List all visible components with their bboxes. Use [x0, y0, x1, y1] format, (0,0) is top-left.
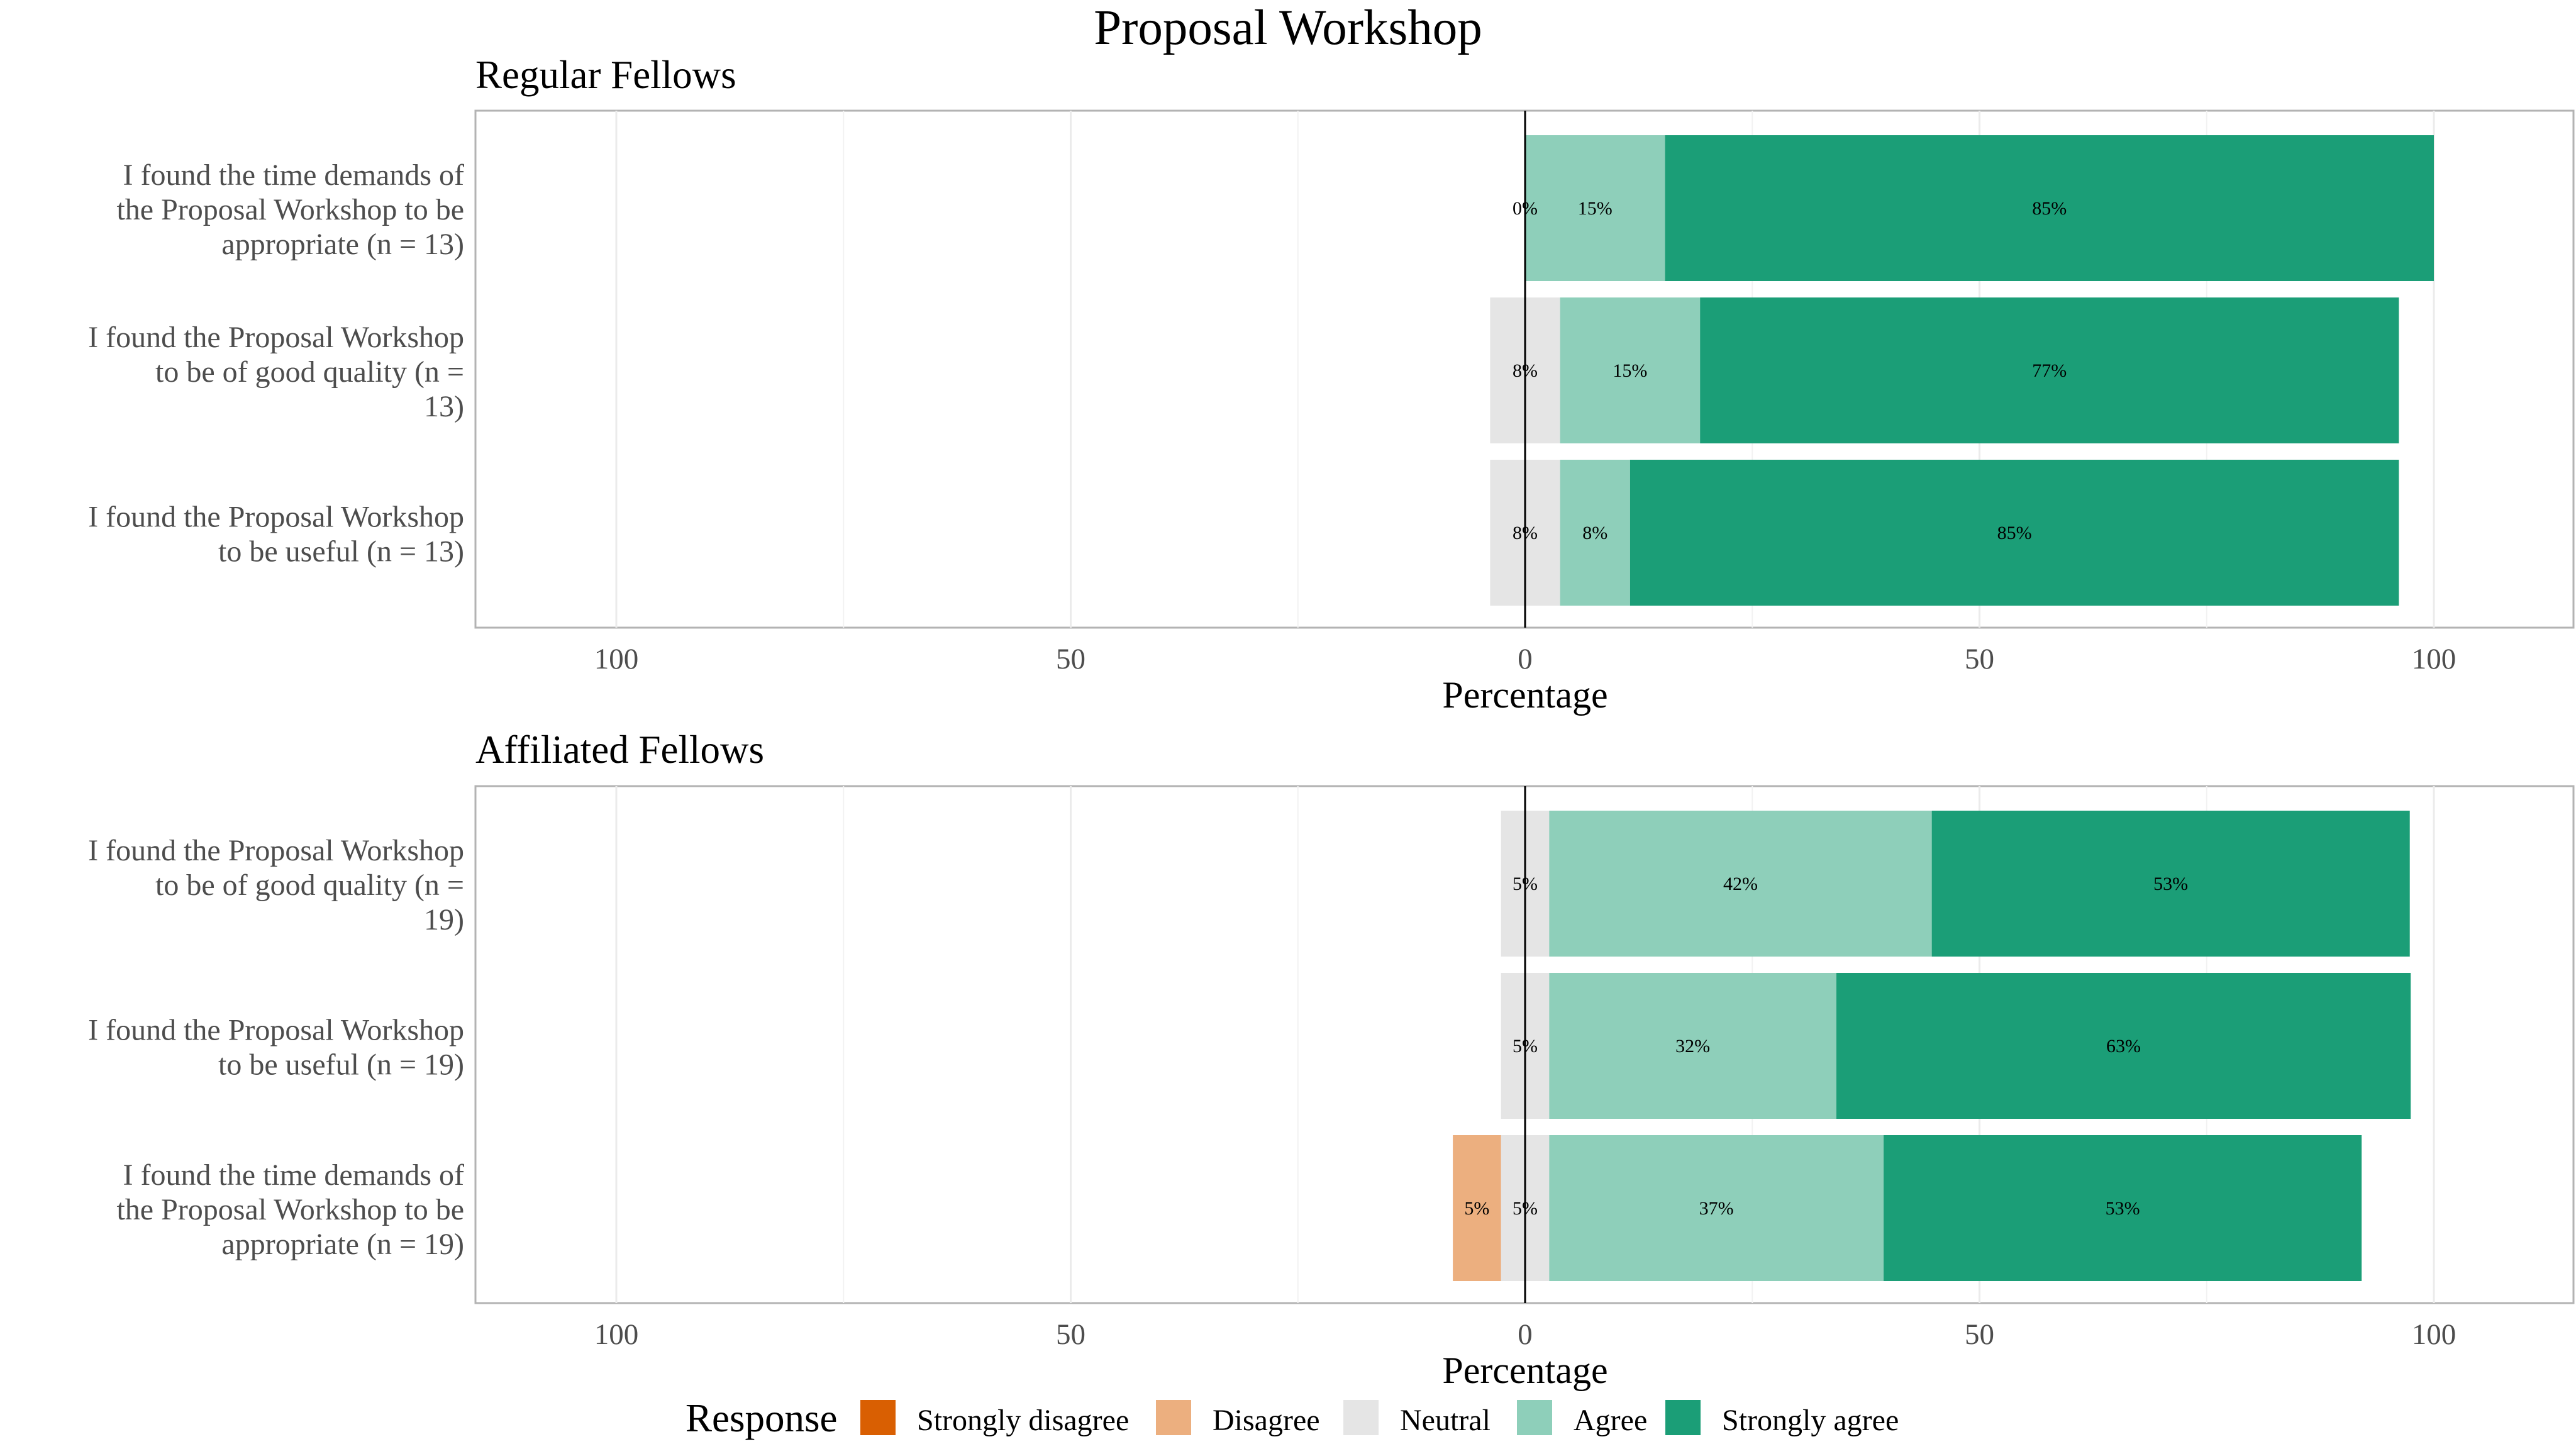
- data-label-strongly-agree: 53%: [2153, 874, 2188, 894]
- x-tick-label: 100: [594, 1318, 639, 1351]
- category-label: I found the Proposal Workshop to be of go…: [88, 321, 464, 423]
- x-tick-label: 0: [1518, 643, 1533, 675]
- legend-label: Strongly disagree: [917, 1404, 1129, 1437]
- legend-item-neutral: Neutral: [1343, 1400, 1491, 1437]
- bar-strongly-agree: [1700, 297, 2399, 443]
- x-tick-label: 50: [1965, 1318, 1994, 1351]
- category-label: I found the time demands of the Proposal …: [116, 1158, 464, 1261]
- bar-strongly-agree: [1884, 1135, 2362, 1281]
- bar-disagree: [1453, 1135, 1501, 1281]
- x-tick-label: 100: [2412, 1318, 2457, 1351]
- category-label: I found the Proposal Workshop to be of go…: [88, 834, 464, 936]
- legend-label: Agree: [1574, 1404, 1647, 1437]
- legend-swatch: [860, 1400, 896, 1435]
- data-label-agree: 37%: [1699, 1198, 1734, 1219]
- panel-title-regular-fellows: Regular Fellows: [475, 53, 736, 97]
- bar-strongly-agree: [1665, 135, 2434, 281]
- data-label-strongly-agree: 63%: [2106, 1036, 2141, 1057]
- data-label-agree: 32%: [1675, 1036, 1710, 1057]
- legend-item-strongly-disagree: Strongly disagree: [860, 1400, 1129, 1437]
- x-tick-label: 0: [1518, 1318, 1533, 1351]
- bar-strongly-agree: [1931, 811, 2410, 957]
- legend-swatch: [1343, 1400, 1379, 1435]
- x-axis-title: Percentage: [1442, 674, 1607, 716]
- legend-swatch: [1517, 1400, 1552, 1435]
- bar-agree: [1549, 973, 1836, 1119]
- data-label-strongly-agree: 77%: [2032, 360, 2067, 381]
- x-tick-label: 100: [594, 643, 639, 675]
- bar-row-3: 5%5% 37% 53%: [1453, 1135, 2362, 1281]
- bar-agree: [1560, 297, 1701, 443]
- category-label: I found the Proposal Workshop to be usefu…: [88, 501, 464, 569]
- bar-row-2: 8% 15% 77%: [1490, 297, 2399, 443]
- data-label-strongly-agree: 53%: [2106, 1198, 2140, 1219]
- bar-agree: [1560, 460, 1630, 606]
- legend-item-disagree: Disagree: [1156, 1400, 1320, 1437]
- legend-label: Neutral: [1400, 1404, 1491, 1437]
- category-label: I found the time demands of the Proposal …: [116, 158, 464, 261]
- bar-agree: [1525, 135, 1665, 281]
- data-label-agree: 15%: [1578, 198, 1613, 219]
- x-tick-label: 100: [2412, 643, 2457, 675]
- chart-legend: Response Strongly disagree Disagree Neutral…: [686, 1396, 1899, 1440]
- data-label-strongly-agree: 85%: [2032, 198, 2067, 219]
- legend-title: Response: [686, 1396, 837, 1440]
- legend-label: Strongly agree: [1722, 1404, 1899, 1437]
- data-label-disagree: 5%: [1464, 1198, 1489, 1219]
- panel-title-affiliated-fellows: Affiliated Fellows: [475, 728, 765, 772]
- legend-item-agree: Agree: [1517, 1400, 1647, 1437]
- x-tick-label: 50: [1965, 643, 1994, 675]
- legend-item-strongly-agree: Strongly agree: [1665, 1400, 1899, 1437]
- legend-swatch: [1156, 1400, 1191, 1435]
- legend-swatch: [1665, 1400, 1701, 1435]
- x-axis-title: Percentage: [1442, 1350, 1607, 1391]
- bar-row-3: 8% 8% 85%: [1490, 460, 2399, 606]
- bar-agree: [1549, 811, 1932, 957]
- legend-label: Disagree: [1213, 1404, 1320, 1437]
- data-label-agree: 15%: [1613, 360, 1647, 381]
- x-tick-label: 50: [1056, 1318, 1085, 1351]
- bar-strongly-agree: [1836, 973, 2411, 1119]
- bar-row-1: 0% 15% 85%: [1513, 135, 2434, 281]
- chart-regular-fellows: 0% 15% 85%I found the time demands of the P…: [88, 109, 2575, 716]
- bar-agree: [1549, 1135, 1884, 1281]
- bar-row-2: 5% 32% 63%: [1501, 973, 2411, 1119]
- category-label: I found the Proposal Workshop to be usefu…: [88, 1014, 464, 1082]
- bar-strongly-agree: [1629, 460, 2399, 606]
- data-label-agree: 8%: [1582, 523, 1607, 543]
- chart-affiliated-fellows: 5% 42% 53% I found the Proposal Workshop to …: [88, 785, 2575, 1391]
- bar-row-1: 5% 42% 53%: [1501, 811, 2410, 957]
- data-label-agree: 42%: [1723, 874, 1758, 894]
- figure-title: Proposal Workshop: [1094, 1, 1482, 55]
- data-label-strongly-agree: 85%: [1997, 523, 2032, 543]
- x-tick-label: 50: [1056, 643, 1085, 675]
